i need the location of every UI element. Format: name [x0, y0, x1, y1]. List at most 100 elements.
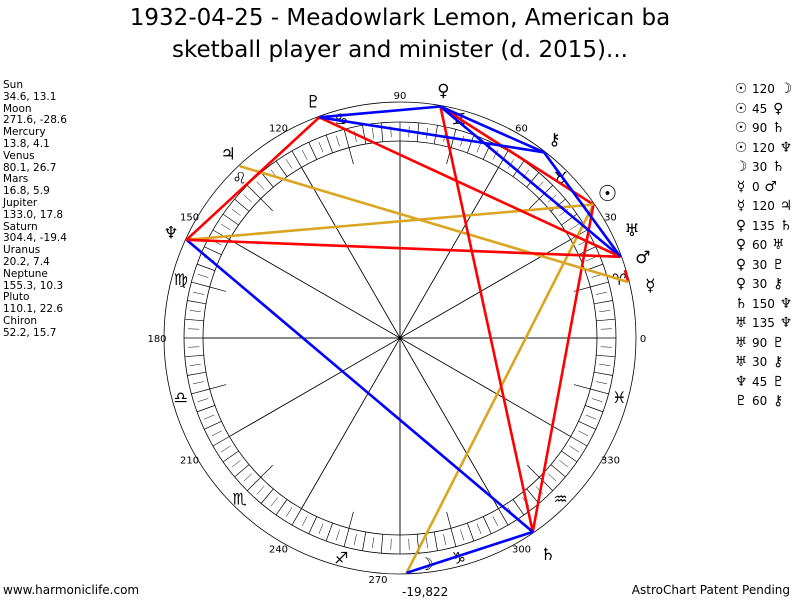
uranus-glyph-icon: ♅︎ — [734, 334, 748, 351]
planet-name: Uranus — [3, 244, 41, 257]
sign-mid-tick — [527, 198, 540, 211]
degree-tick — [561, 450, 578, 463]
degree-tick — [512, 499, 525, 516]
sun-glyph-icon: ☉︎ — [598, 182, 618, 207]
aspect-line — [319, 116, 545, 154]
aspect-angle: 90 — [752, 121, 768, 135]
aspect-line — [406, 530, 534, 575]
footer-patent-note: AstroChart Patent Pending — [631, 583, 790, 597]
uranus-glyph-icon: ♅︎ — [772, 237, 785, 253]
moon-glyph-icon: ☽︎ — [779, 81, 793, 97]
pluto-glyph-icon: ♇︎ — [772, 334, 785, 351]
aspect-angle: 30 — [752, 160, 768, 174]
sign-mid-tick — [260, 198, 273, 211]
sign-mid-tick — [348, 511, 354, 529]
degree-tick-minor — [192, 291, 204, 295]
planet-coords: 133.0, 17.8 — [3, 208, 64, 221]
saturn-glyph-icon: ♄︎ — [779, 217, 793, 234]
aspect-line — [185, 238, 534, 533]
degree-tick — [222, 213, 239, 226]
planet-coords: 16.8, 5.9 — [3, 185, 50, 198]
degree-tick-minor — [243, 194, 252, 203]
planet-name: Venus — [3, 149, 35, 162]
uranus-glyph-icon: ♅︎ — [624, 221, 639, 241]
uranus-glyph-icon: ♅︎ — [734, 315, 748, 331]
sun-glyph-icon: ☉︎ — [734, 139, 748, 156]
aspect-line — [405, 203, 595, 574]
aspect-row: ♀︎ 30 ♇︎ — [733, 256, 794, 276]
aspect-row: ♅︎ 135 ♆︎ — [733, 314, 794, 334]
aspect-angle: 60 — [752, 238, 768, 252]
chiron-glyph-icon: ⚷︎ — [548, 130, 560, 150]
degree-tick-minor — [270, 497, 278, 507]
aspect-angle: 135 — [752, 316, 775, 330]
degree-tick-minor — [285, 159, 293, 169]
degree-tick-minor — [569, 445, 579, 453]
aspect-angle: 30 — [752, 355, 768, 369]
aspect-row: ♅︎ 90 ♇︎ — [733, 334, 794, 354]
degree-tick — [204, 420, 222, 430]
planet-coords: 304.4, -19.4 — [3, 232, 67, 245]
degree-tick-minor — [256, 181, 265, 190]
degree-tick — [260, 488, 274, 504]
degree-tick — [204, 246, 222, 256]
degree-tick-minor — [596, 381, 608, 385]
degree-tick — [450, 528, 457, 547]
zodiac-sign-icon: ♐︎ — [334, 548, 348, 567]
degree-tick-minor — [578, 430, 589, 437]
aspect-line — [185, 116, 321, 241]
degree-tick-minor — [204, 414, 215, 420]
venus-glyph-icon: ♀︎ — [735, 276, 747, 292]
outer-circle — [163, 101, 637, 575]
degree-tick — [590, 388, 609, 395]
chart-title-line-2: sketball player and minister (d. 2015)..… — [172, 37, 628, 63]
degree-tick — [550, 464, 566, 478]
degree-tick-minor — [197, 398, 209, 402]
degree-label: 150 — [180, 213, 199, 224]
degree-tick — [590, 281, 609, 288]
sign-mid-tick — [209, 384, 227, 390]
aspect-row: ☿︎ 0 ♂︎ — [733, 178, 794, 198]
chiron-glyph-icon: ⚷︎ — [773, 354, 784, 370]
degree-tick-minor — [591, 398, 603, 402]
degree-tick-minor — [256, 486, 265, 495]
zodiac-sign-icon: ♑︎ — [452, 548, 466, 567]
zodiac-sign-icon: ♍︎ — [174, 270, 188, 289]
degree-tick-minor — [336, 529, 340, 541]
degree-tick-minor — [221, 445, 231, 453]
aspect-row: ☉︎ 120 ♆︎ — [733, 139, 794, 159]
degree-tick — [593, 371, 613, 376]
degree-label: 210 — [180, 456, 199, 467]
degree-tick — [362, 531, 367, 551]
aspect-angle: 135 — [752, 218, 775, 233]
sign-mid-tick — [260, 465, 273, 478]
degree-tick — [184, 318, 204, 322]
zodiac-sign-icon: ♏︎ — [232, 490, 246, 509]
aspect-angle: 120 — [752, 199, 775, 213]
aspect-angle: 120 — [752, 82, 775, 96]
zodiac-sign-icon: ♒︎ — [553, 490, 567, 509]
mercury-glyph-icon: ☿︎ — [645, 276, 655, 296]
degree-label: 60 — [515, 124, 528, 135]
degree-label: 120 — [269, 124, 288, 135]
chiron-glyph-icon: ⚷︎ — [773, 393, 784, 409]
degree-tick-minor — [425, 537, 428, 549]
jupiter-glyph-icon: ♃︎ — [221, 145, 236, 165]
venus-glyph-icon: ♀︎ — [437, 81, 449, 101]
neptune-glyph-icon: ♆︎ — [779, 295, 793, 312]
aspect-row: ♀︎ 60 ♅︎ — [733, 236, 794, 256]
degree-label: 30 — [604, 213, 617, 224]
aspect-line — [186, 238, 621, 259]
footer-website-link[interactable]: www.harmoniclife.com — [3, 583, 140, 597]
aspect-angle: 0 — [752, 179, 760, 194]
degree-tick-minor — [443, 534, 447, 546]
degree-tick — [196, 263, 216, 271]
planet-coords: 155.3, 10.3 — [3, 279, 64, 292]
degree-tick — [275, 499, 288, 516]
mars-glyph-icon: ♂︎ — [635, 248, 650, 268]
saturn-glyph-icon: ♄︎ — [540, 545, 555, 565]
planet-coords: 34.6, 13.1 — [3, 90, 57, 103]
venus-glyph-icon: ♀︎ — [735, 217, 747, 234]
house-line — [229, 239, 571, 437]
degree-tick-minor — [599, 310, 611, 313]
